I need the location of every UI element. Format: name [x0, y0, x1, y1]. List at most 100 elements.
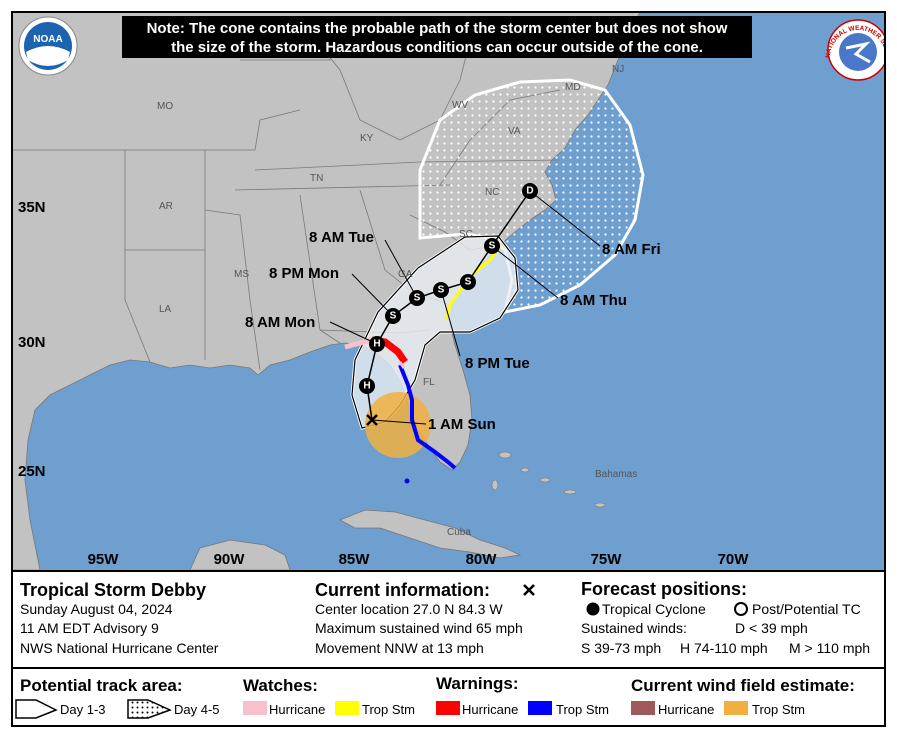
place: NJ [612, 64, 624, 75]
time-labels: 1 AM Sun 8 AM Mon 8 PM Mon 8 AM Tue 8 PM… [245, 229, 661, 433]
place: KY [360, 133, 374, 144]
forecast-title: Forecast positions: [581, 579, 747, 599]
day45-icon [127, 699, 172, 719]
swatch [335, 701, 359, 715]
marker-letter: S [438, 285, 445, 296]
place: GA [398, 269, 413, 280]
day45: Day 4-5 [174, 702, 220, 717]
date: Sunday August 04, 2024 [20, 601, 173, 617]
time-label: 8 AM Mon [245, 314, 315, 331]
day13: Day 1-3 [60, 702, 106, 717]
marker-letter: H [373, 339, 380, 350]
leader-lines [329, 190, 601, 425]
note-line: the size of the storm. Hazardous conditi… [171, 39, 703, 56]
marker [484, 238, 500, 254]
s-wind: S 39-73 mph [581, 640, 661, 656]
marker [409, 290, 425, 306]
wind-ts-label: Trop Stm [752, 702, 805, 717]
watch-hurricane [344, 337, 373, 350]
swatch [436, 701, 460, 715]
place: Cuba [447, 527, 471, 538]
place: SC [459, 229, 473, 240]
place: FL [423, 377, 435, 388]
marker-letter: D [526, 186, 533, 197]
post: Post/Potential TC [752, 601, 861, 617]
time-label: 8 PM Tue [465, 355, 530, 372]
lon-label: 85W [339, 551, 371, 568]
watches-title: Watches: [243, 676, 318, 695]
small-dot [404, 478, 410, 484]
time-label: 8 PM Mon [269, 265, 339, 282]
note-box [122, 16, 752, 58]
place: LA [159, 304, 172, 315]
storm-name: Tropical Storm Debby [20, 580, 206, 600]
marker [460, 274, 476, 290]
current-position [366, 414, 378, 426]
day13-icon [15, 699, 58, 719]
forecast-markers: H H S S S S S D [359, 183, 538, 394]
place: WV [452, 100, 468, 111]
h-wind: H 74-110 mph [680, 640, 768, 656]
grid-labels: 35N 30N 25N 95W 90W 85W 80W 75W 70W [18, 199, 749, 568]
land-yucatan [189, 539, 291, 570]
legend-ptc [734, 602, 748, 616]
place: MO [157, 101, 173, 112]
place: MS [234, 269, 249, 280]
place: Bahamas [595, 469, 637, 480]
place: MD [565, 82, 581, 93]
marker [359, 378, 375, 394]
tropical: Tropical Cyclone [602, 601, 706, 617]
track-title: Potential track area: [20, 676, 183, 695]
lon-label: 80W [466, 551, 498, 568]
swatch [724, 701, 748, 715]
swatch [243, 701, 267, 715]
movement: Movement NNW at 13 mph [315, 640, 484, 656]
current-symbol [523, 584, 535, 596]
frame [11, 11, 886, 727]
warning-ts-label: Trop Stm [556, 702, 609, 717]
land-bahamas [491, 451, 606, 508]
wind: Maximum sustained wind 65 mph [315, 620, 523, 636]
sustained: Sustained winds: [581, 620, 687, 636]
marker-letter: S [489, 241, 496, 252]
watch-hurricane-2 [398, 361, 406, 369]
marker-letter: S [390, 311, 397, 322]
place: VA [508, 126, 521, 137]
lon-label: 75W [591, 551, 623, 568]
place: NC [485, 187, 499, 198]
map: H H S S S S S D MO KY WV VA NC TN AR SC … [12, 12, 885, 570]
noaa-logo: NOAA [18, 16, 78, 76]
lat-label: 35N [18, 199, 46, 216]
marker [433, 282, 449, 298]
place: AR [159, 201, 173, 212]
marker [385, 308, 401, 324]
watch-ts-label: Trop Stm [362, 702, 415, 717]
time-label: 8 AM Tue [309, 229, 374, 246]
wind-hurricane-label: Hurricane [658, 702, 714, 717]
watch-hurricane-label: Hurricane [269, 702, 325, 717]
center: Center location 27.0 N 84.3 W [315, 601, 503, 617]
lon-label: 95W [88, 551, 120, 568]
marker-letter: H [363, 381, 370, 392]
lat-label: 25N [18, 463, 46, 480]
m-wind: M > 110 mph [789, 640, 870, 656]
marker-letter: S [465, 277, 472, 288]
swatch [631, 701, 655, 715]
noaa-text: NOAA [33, 34, 62, 45]
time-label: 8 AM Fri [602, 241, 661, 258]
legend-tc [586, 602, 600, 616]
current-title: Current information: [315, 580, 490, 600]
lon-label: 90W [214, 551, 246, 568]
warnings-title: Warnings: [436, 674, 518, 693]
marker [522, 183, 538, 199]
wind-title: Current wind field estimate: [631, 676, 855, 695]
note-line: Note: The cone contains the probable pat… [147, 20, 728, 37]
warning-trop-stm [398, 364, 457, 470]
time-label: 1 AM Sun [428, 416, 496, 433]
land-cuba [339, 509, 522, 559]
wind-field-trop-stm [365, 392, 431, 458]
place: TN [310, 173, 323, 184]
